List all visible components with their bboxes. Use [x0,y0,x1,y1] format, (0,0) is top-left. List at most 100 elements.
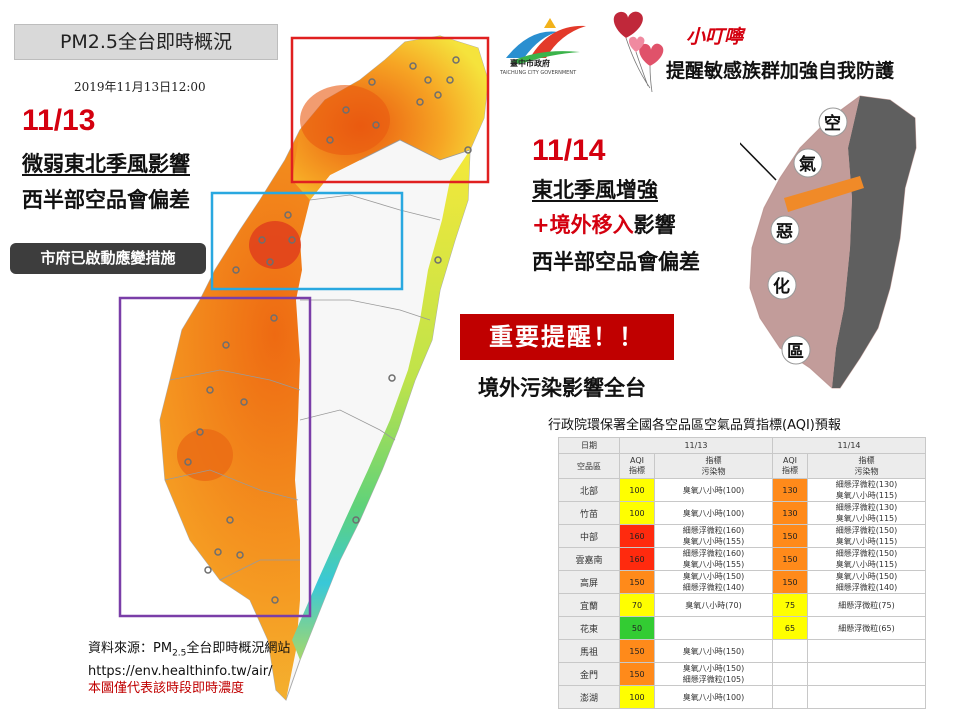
pollutant-text: 細懸浮微粒(130) [835,503,898,512]
logo-subtitle: TAICHUNG CITY GOVERNMENT [500,70,577,76]
source-line: 資料來源：PM2.5全台即時概況網站 [88,640,290,663]
pollutant-text: 臭氧八小時(150) [682,646,745,656]
table-row: 雲嘉南 160 細懸浮微粒(160) 臭氧八小時(155) 150 細懸浮微粒(150) 臭… [558,547,926,571]
hearts-icon [613,11,664,93]
pollutant-cell: 臭氧八小時(70) [654,593,773,617]
aqi-cell: 150 [619,570,655,594]
aqi-cell: 150 [619,639,655,663]
aqi-cell [772,685,808,709]
source-url[interactable]: https://env.healthinfo.tw/air/ [88,663,273,679]
region-cell: 金門 [558,662,620,686]
pollutant-cell [654,616,773,640]
inset-char: 惡 [776,222,793,242]
header-day-2: 11/14 [772,437,926,454]
pollutant-text: 臭氧八小時(150) [682,572,745,581]
region-cell: 馬祖 [558,639,620,663]
left-line-1: 微弱東北季風影響 [22,152,190,176]
pollutant-cell: 細懸浮微粒(75) [807,593,926,617]
aqi-cell: 150 [772,570,808,594]
timestamp: 2019年11月13日12:00 [74,80,206,94]
pollutant-text: 臭氧八小時(155) [682,537,745,546]
inset-taiwan-map [740,95,917,389]
inset-char-bg-1 [818,107,848,137]
inset-char: 區 [787,342,804,362]
pollutant-cell: 細懸浮微粒(130) 臭氧八小時(115) [807,478,926,502]
table-header-row: 日期 11/13 11/14 [558,437,926,454]
pollutant-text: 臭氧八小時(100) [682,508,745,518]
aqi-cell: 100 [619,685,655,709]
inset-char-bg-2 [793,148,823,178]
pollutant-cell [807,662,926,686]
pollutant-text: 臭氧八小時(150) [835,572,898,581]
reminder-name: 小叮嚀 [686,26,744,48]
region-cell: 雲嘉南 [558,547,620,571]
right-date: 11/14 [532,134,606,167]
pollutant-text: 臭氧八小時(100) [682,485,745,495]
pollutant-cell: 細懸浮微粒(160) 臭氧八小時(155) [654,547,773,571]
alert-text: 境外污染影響全台 [478,376,646,400]
pollutant-text: 細懸浮微粒(130) [835,480,898,489]
inset-char: 化 [773,277,790,297]
pollutant-cell [807,639,926,663]
source-sub: 2.5 [172,648,187,659]
pollutant-cell: 臭氧八小時(100) [654,478,773,502]
aqi-cell: 150 [619,662,655,686]
source-note: 本圖僅代表該時段即時濃度 [88,680,245,696]
pollutant-text: 細懸浮微粒(140) [682,583,745,592]
pollutant-text: 臭氧八小時(115) [835,560,898,569]
pollutant-text: 臭氧八小時(115) [835,491,898,500]
aqi-cell: 150 [772,524,808,548]
right-line-1: 東北季風增強 [532,178,658,202]
aqi-cell: 70 [619,593,655,617]
pollutant-cell: 細懸浮微粒(150) 臭氧八小時(115) [807,547,926,571]
aqi-cell: 150 [772,547,808,571]
pollutant-cell [807,685,926,709]
region-cell: 高屏 [558,570,620,594]
pollutant-text: 臭氧八小時(100) [682,692,745,702]
pollutant-cell: 臭氧八小時(150) 細懸浮微粒(140) [654,570,773,594]
region-cell: 澎湖 [558,685,620,709]
left-line-2: 西半部空品會偏差 [22,188,190,212]
page-title: PM2.5全台即時概況 [14,24,278,60]
inset-char-bg-4 [767,270,797,300]
inset-char-bg-5 [781,335,811,365]
table-body: 北部 100 臭氧八小時(100) 130 細懸浮微粒(130) 臭氧八小時(115) 竹苗… [558,478,926,709]
taichung-logo-icon [506,18,586,64]
table-title: 行政院環保署全國各空品區空氣品質指標(AQI)預報 [548,418,841,433]
pollutant-text: 臭氧八小時(150) [682,664,745,673]
aqi-cell: 160 [619,547,655,571]
reminder-text: 提醒敏感族群加強自我防護 [666,60,895,82]
pollutant-text: 臭氧八小時(155) [682,560,745,569]
right-line-3: 西半部空品會偏差 [532,250,700,274]
alert-banner: 重要提醒！！ [460,314,674,360]
status-badge: 市府已啟動應變措施 [10,243,206,274]
aqi-cell: 160 [619,524,655,548]
pollutant-cell: 細懸浮微粒(65) [807,616,926,640]
pollutant-cell: 臭氧八小時(100) [654,501,773,525]
inset-char-bg-3 [770,215,800,245]
header-pollutant-1: 指標 污染物 [654,453,773,479]
pollutant-cell: 臭氧八小時(100) [654,685,773,709]
region-cell: 中部 [558,524,620,548]
header-pollutant-2: 指標 污染物 [807,453,926,479]
pollutant-text: 細懸浮微粒(75) [838,600,895,610]
inset-char: 氣 [799,155,816,175]
aqi-cell: 50 [619,616,655,640]
right-line-2-suffix: 影響 [633,213,676,237]
header-region: 空品區 [558,453,620,479]
source-prefix: 資料來源：PM [88,641,173,656]
central-region-box [210,191,404,291]
aqi-cell: 100 [619,501,655,525]
pollutant-text: 細懸浮微粒(160) [682,549,745,558]
header-date: 日期 [558,437,620,454]
pollutant-cell: 臭氧八小時(150) 細懸浮微粒(140) [807,570,926,594]
table-subheader-row: 空品區 AQI 指標 指標 污染物 AQI 指標 指標 污染物 [558,453,926,479]
table-row: 高屏 150 臭氧八小時(150) 細懸浮微粒(140) 150 臭氧八小時(150) 細懸… [558,570,926,594]
header-aqi-2: AQI 指標 [772,453,808,479]
table-row: 宜蘭 70 臭氧八小時(70) 75 細懸浮微粒(75) [558,593,926,617]
table-row: 中部 160 細懸浮微粒(160) 臭氧八小時(155) 150 細懸浮微粒(150) 臭氧… [558,524,926,548]
aqi-cell: 100 [619,478,655,502]
aqi-cell: 75 [772,593,808,617]
north-region-box [290,36,490,184]
